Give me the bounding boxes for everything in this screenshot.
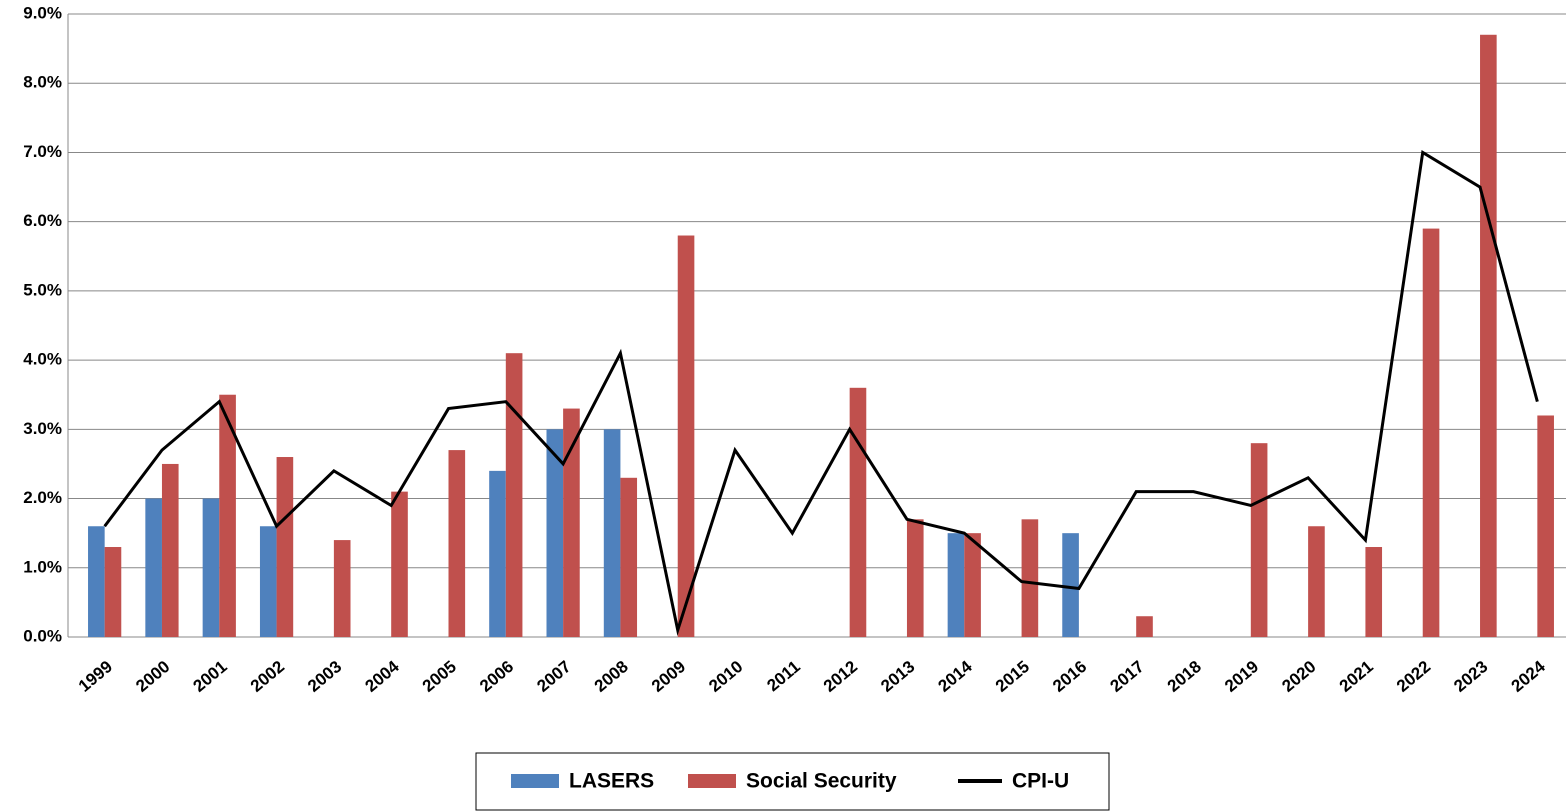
bar xyxy=(276,457,294,637)
bar xyxy=(1422,228,1440,638)
x-tick-label: 1999 xyxy=(75,657,116,696)
bar xyxy=(1480,34,1497,638)
bar xyxy=(849,387,867,637)
x-tick-label: 2020 xyxy=(1278,657,1319,696)
bar xyxy=(964,533,981,637)
x-tick-label: 2002 xyxy=(247,657,288,696)
y-tick-label: 4.0% xyxy=(23,350,62,369)
x-tick-label: 2011 xyxy=(763,657,803,695)
x-tick-label: 2021 xyxy=(1336,657,1377,696)
line xyxy=(103,149,1539,636)
x-tick-label: 2024 xyxy=(1508,657,1550,696)
legend-label: LASERS xyxy=(569,770,654,793)
x-tick-label: 2004 xyxy=(361,657,403,696)
x-tick-label: 2019 xyxy=(1221,657,1262,696)
bar xyxy=(546,429,564,637)
bar xyxy=(947,533,965,637)
legend-swatch xyxy=(511,774,559,788)
y-tick-label: 1.0% xyxy=(23,557,62,576)
x-tick-label: 2008 xyxy=(591,657,632,696)
y-tick-label: 3.0% xyxy=(23,419,62,438)
bar xyxy=(677,235,695,637)
y-tick-label: 6.0% xyxy=(23,211,62,230)
legend-label: Social Security xyxy=(746,770,897,793)
bar xyxy=(489,470,506,637)
bar xyxy=(505,353,523,637)
bar xyxy=(391,491,408,637)
x-tick-label: 2006 xyxy=(476,657,517,696)
x-tick-label: 2007 xyxy=(533,657,574,696)
x-tick-label: 2003 xyxy=(304,657,345,696)
y-tick-label: 8.0% xyxy=(23,73,62,92)
bar xyxy=(906,519,924,637)
y-tick-label: 0.0% xyxy=(23,626,62,645)
bar xyxy=(620,477,638,637)
bar xyxy=(333,540,351,637)
y-tick-label: 2.0% xyxy=(23,488,62,507)
x-tick-label: 2000 xyxy=(132,657,173,696)
x-tick-label: 2015 xyxy=(992,657,1033,696)
bar xyxy=(1062,533,1079,637)
x-tick-label: 2010 xyxy=(705,657,746,696)
bar xyxy=(104,547,122,637)
bar xyxy=(1136,616,1153,637)
x-tick-label: 2016 xyxy=(1049,657,1090,696)
x-tick-label: 2014 xyxy=(935,657,977,696)
bar xyxy=(219,394,236,637)
bar xyxy=(1308,526,1325,637)
x-tick-label: 2022 xyxy=(1393,657,1434,696)
x-tick-label: 2023 xyxy=(1450,657,1491,696)
x-tick-label: 2009 xyxy=(648,657,689,696)
bar xyxy=(1250,443,1268,637)
bar xyxy=(145,498,162,637)
x-tick-label: 2005 xyxy=(419,657,460,696)
bar xyxy=(448,450,466,637)
bar xyxy=(202,498,220,637)
bar xyxy=(88,526,105,637)
bar xyxy=(1021,519,1039,637)
y-tick-label: 9.0% xyxy=(23,3,62,22)
y-tick-label: 7.0% xyxy=(23,142,62,161)
x-tick-label: 2001 xyxy=(190,657,231,696)
legend-label: CPI-U xyxy=(1012,770,1069,793)
x-tick-label: 2012 xyxy=(820,657,861,696)
bar xyxy=(603,429,621,637)
y-tick-label: 5.0% xyxy=(23,280,62,299)
bar xyxy=(1365,547,1383,637)
x-tick-label: 2018 xyxy=(1164,657,1205,696)
x-tick-label: 2013 xyxy=(877,657,918,696)
legend-box xyxy=(475,752,1110,811)
bar xyxy=(1537,415,1554,637)
bar xyxy=(259,526,277,637)
x-tick-label: 2017 xyxy=(1106,657,1147,696)
bar xyxy=(161,463,179,637)
legend-swatch xyxy=(688,774,736,788)
bar xyxy=(563,408,580,637)
